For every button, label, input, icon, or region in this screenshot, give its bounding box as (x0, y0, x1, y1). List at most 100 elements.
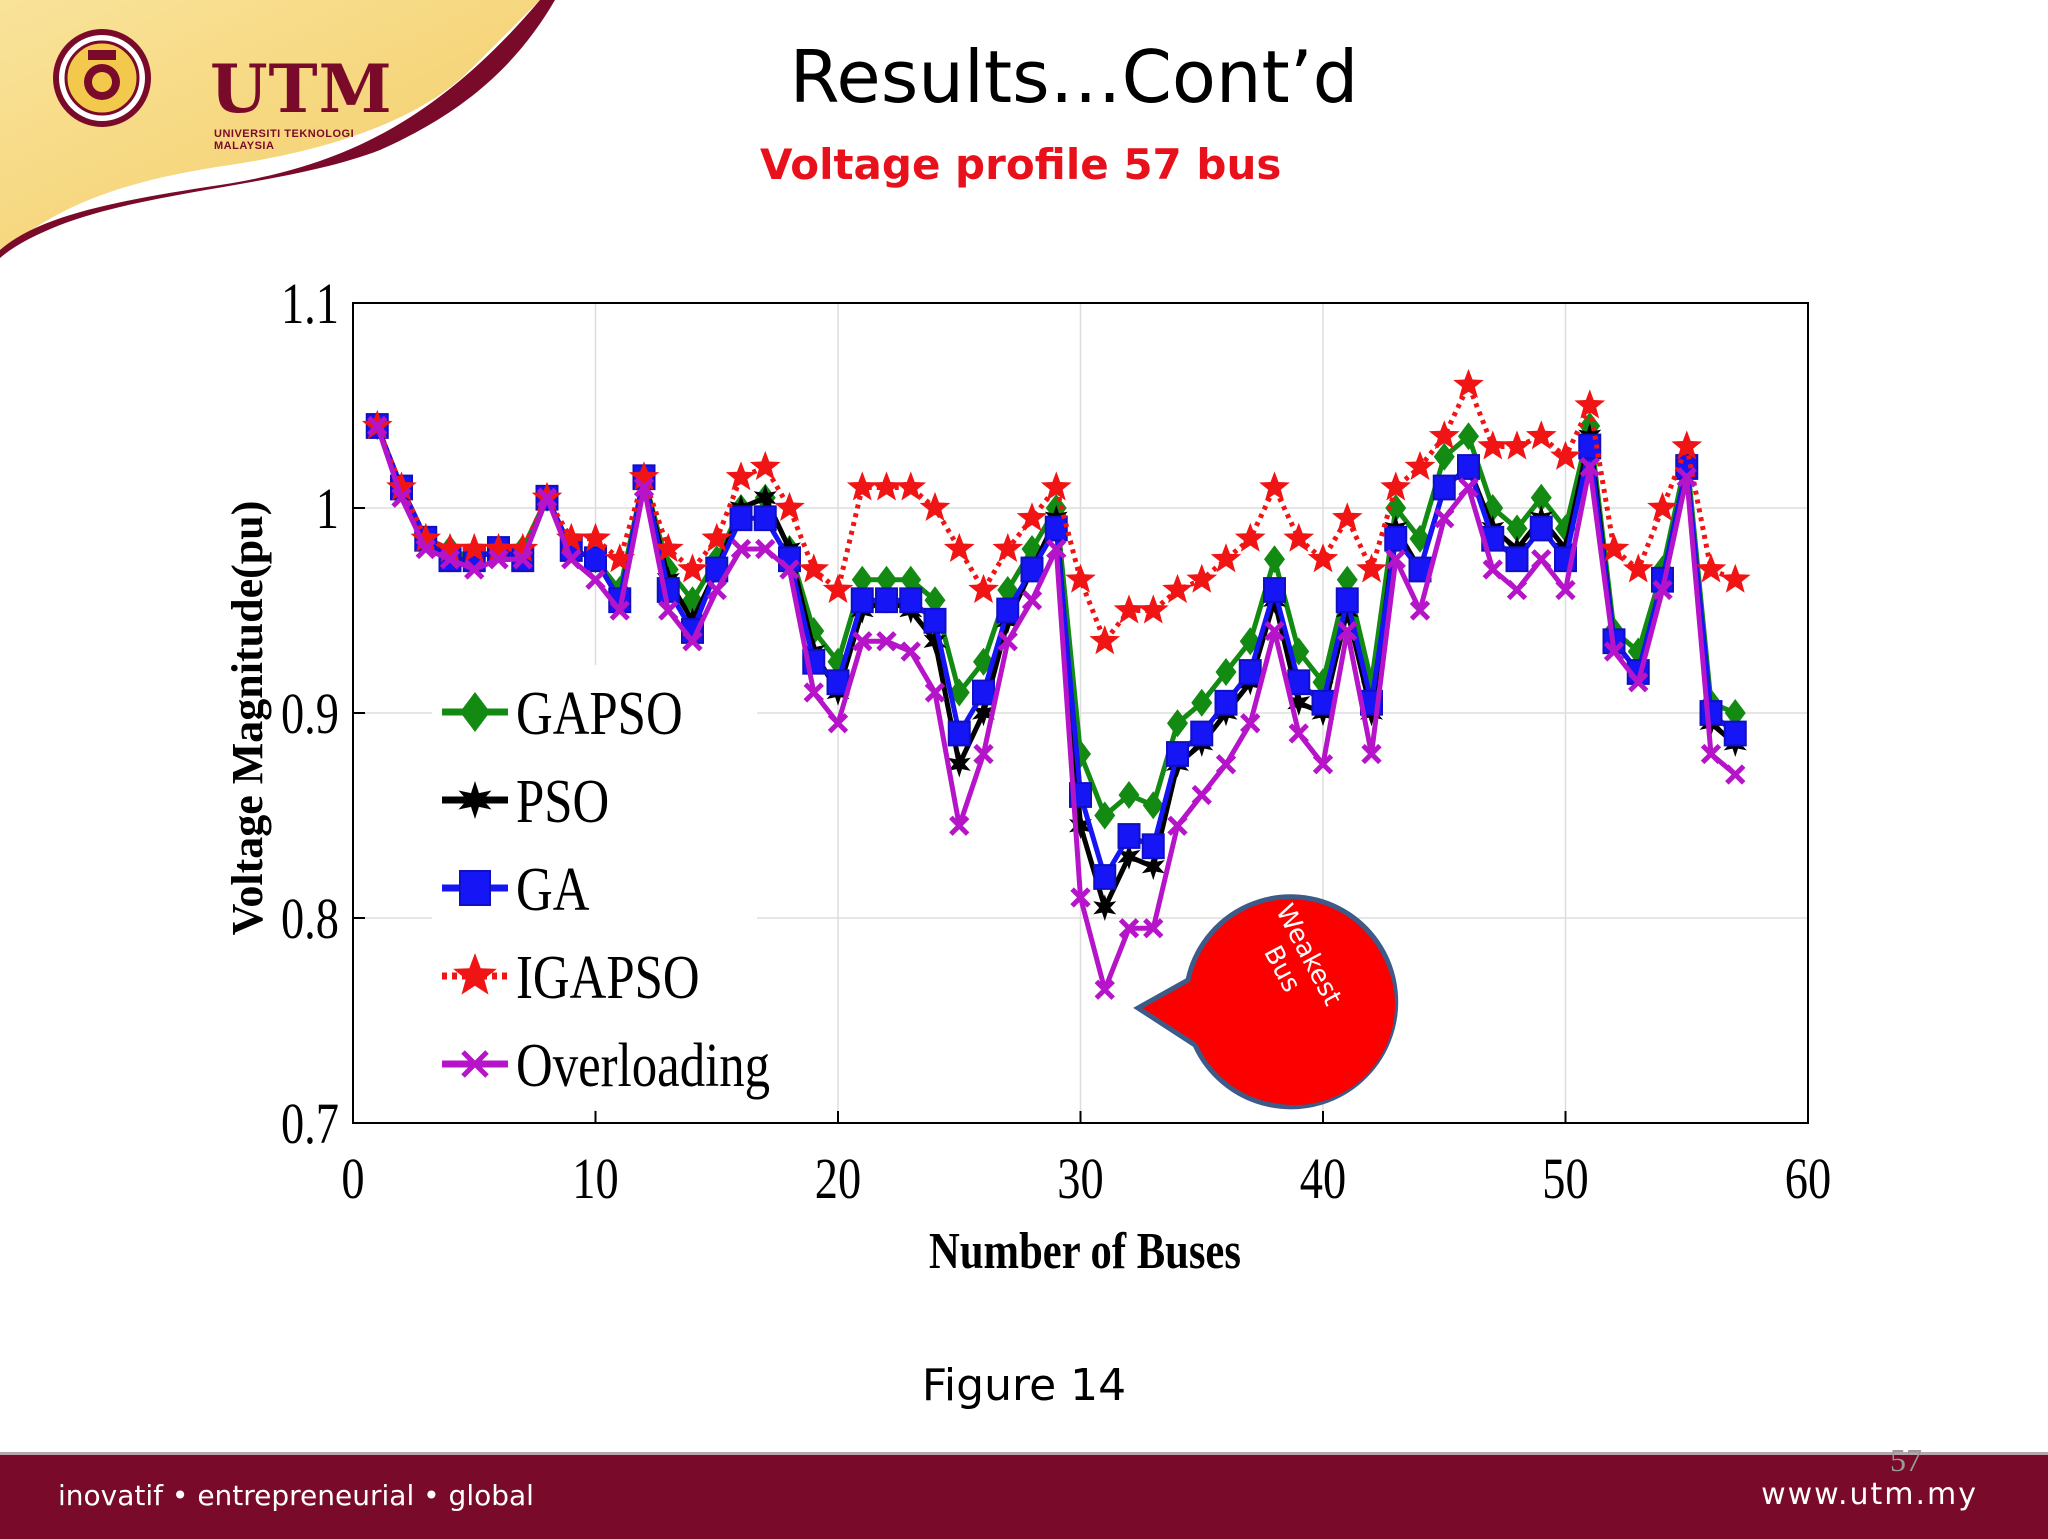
slide-subtitle: Voltage profile 57 bus (760, 140, 1282, 189)
footer-url[interactable]: www.utm.my (1761, 1477, 1978, 1512)
data-point (1671, 430, 1703, 460)
series-layer (361, 368, 1751, 1000)
data-point (1676, 467, 1697, 488)
data-point (604, 543, 636, 573)
data-point (1264, 620, 1285, 642)
data-point (1287, 669, 1311, 696)
data-point (1167, 709, 1188, 738)
legend-marker (458, 781, 492, 819)
data-point (1579, 456, 1600, 478)
data-point (972, 679, 995, 706)
logo-subtext: UNIVERSITI TEKNOLOGI MALAYSIA (214, 128, 355, 152)
data-point (895, 471, 927, 501)
y-tick-label: 0.8 (281, 887, 339, 951)
data-point (1433, 442, 1455, 471)
legend-item: IGAPSO (442, 943, 700, 1012)
data-point (1263, 577, 1286, 603)
footer-tagline: inovatif • entrepreneurial • global (58, 1479, 534, 1512)
data-point (1603, 641, 1625, 662)
series-line (374, 382, 1737, 644)
data-point (924, 586, 946, 615)
data-point (1550, 440, 1581, 470)
data-point (924, 682, 946, 703)
legend-label: GAPSO (516, 679, 683, 748)
data-point (1040, 471, 1072, 501)
data-point (1070, 887, 1091, 908)
y-tick-label: 0.7 (281, 1092, 339, 1156)
data-point (850, 587, 874, 614)
data-point (1505, 546, 1529, 573)
data-point (386, 471, 417, 501)
legend-item: PSO (442, 767, 609, 836)
legend-item: GAPSO (442, 679, 683, 748)
data-point (1288, 723, 1309, 744)
data-point (488, 549, 509, 570)
data-point (899, 587, 923, 614)
data-point (876, 565, 897, 594)
data-point (633, 477, 655, 498)
data-point (1113, 594, 1145, 624)
data-point (1695, 553, 1727, 583)
legend-marker (459, 870, 491, 906)
data-point (1046, 538, 1067, 560)
x-tick-labels: 0 10 20 30 40 50 60 (341, 1111, 1831, 1211)
data-point (875, 587, 898, 614)
data-point (1117, 823, 1141, 849)
data-point (1117, 843, 1141, 870)
data-point (561, 549, 582, 570)
data-point (1699, 700, 1723, 726)
weakest-bus-callout (1133, 894, 1399, 1110)
x-tick-label: 30 (1057, 1147, 1103, 1211)
data-point (1141, 853, 1165, 881)
data-point (1093, 864, 1117, 890)
data-point (822, 573, 854, 603)
data-point (749, 450, 781, 480)
legend-marker (460, 692, 490, 732)
data-point (1457, 454, 1480, 480)
data-point (1361, 743, 1382, 765)
legend-label: IGAPSO (516, 943, 700, 1012)
data-point (1118, 781, 1140, 809)
data-point (851, 565, 873, 594)
figure-caption: Figure 14 (921, 1360, 1127, 1411)
data-point (1529, 515, 1553, 542)
data-point (1307, 543, 1339, 573)
data-point (1574, 389, 1606, 419)
data-point (1259, 471, 1290, 501)
data-point (1287, 689, 1311, 716)
data-point (900, 565, 922, 594)
legend-marker (453, 953, 497, 995)
data-point (1336, 565, 1358, 594)
data-point (1356, 553, 1387, 583)
data-point (871, 471, 902, 501)
data-point (1506, 579, 1528, 601)
data-point (1458, 422, 1479, 451)
data-point (803, 682, 824, 703)
data-point (949, 815, 970, 836)
data-point (1458, 477, 1479, 498)
data-point (1021, 590, 1043, 611)
data-point (827, 713, 849, 734)
data-point (682, 631, 703, 652)
data-point (391, 487, 412, 508)
data-point (1482, 559, 1503, 580)
data-point (1428, 420, 1460, 450)
data-point (458, 532, 490, 562)
data-point (507, 532, 539, 562)
data-point (609, 600, 630, 621)
data-point (1215, 754, 1237, 775)
data-point (1020, 556, 1044, 583)
data-point (677, 553, 708, 583)
data-point (1312, 754, 1334, 775)
x-axis-label: Number of Buses (929, 1223, 1241, 1280)
data-point (1065, 563, 1096, 593)
data-point (1283, 522, 1315, 552)
data-point (972, 699, 995, 727)
data-point (1210, 543, 1242, 573)
legend-label: PSO (516, 767, 609, 836)
data-point (992, 532, 1024, 562)
data-point (1167, 815, 1188, 836)
data-point (753, 505, 777, 532)
slide-title: Results…Cont’d (789, 35, 1359, 119)
data-point (652, 532, 684, 562)
